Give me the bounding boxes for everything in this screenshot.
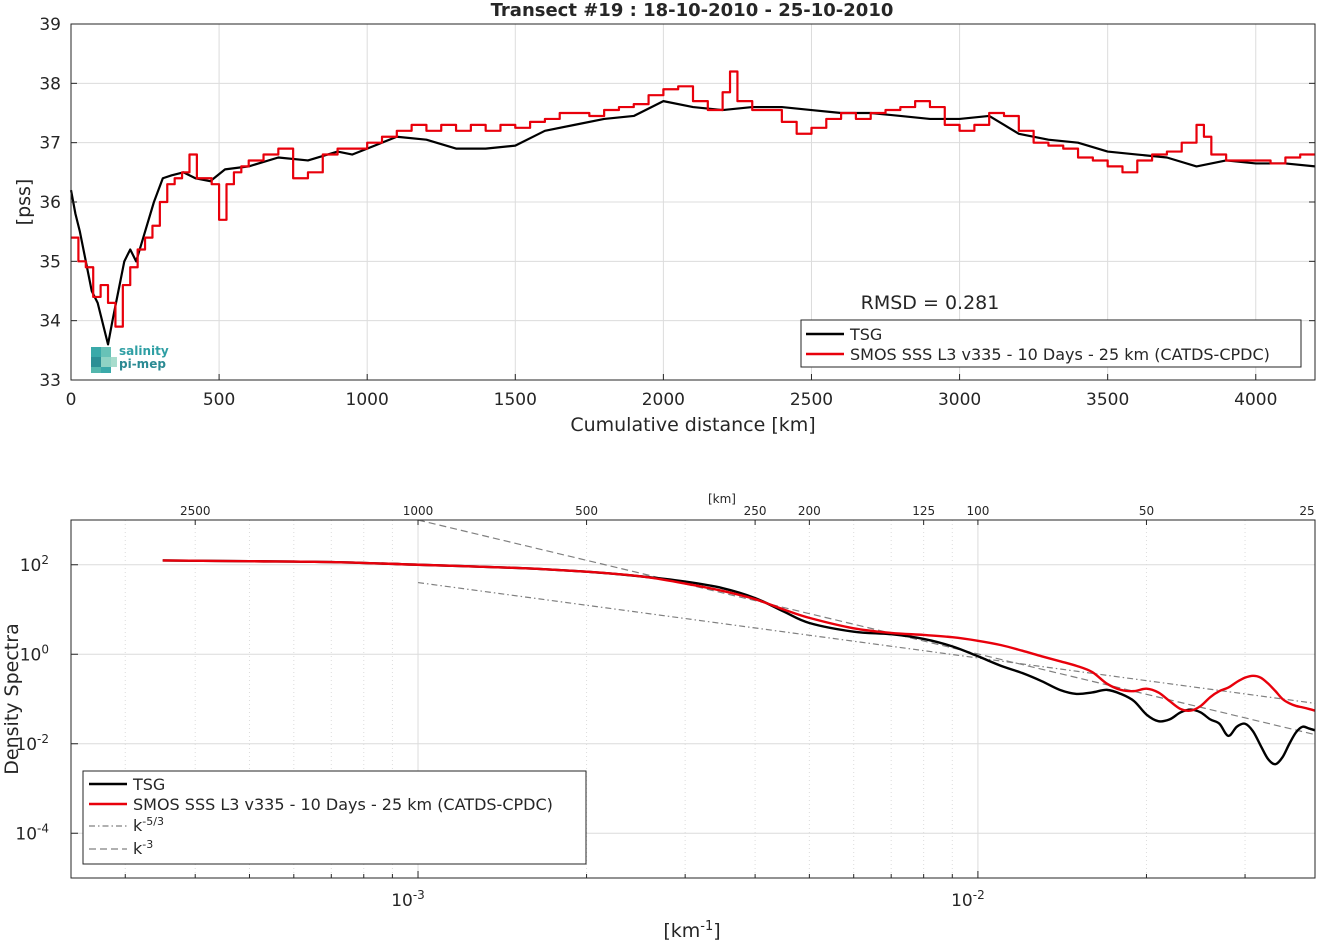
bottom-grid bbox=[71, 520, 1315, 878]
bottom-legend-box bbox=[82, 770, 587, 865]
x-tick-label: 500 bbox=[203, 390, 235, 410]
top-y-axis-label: [pss] bbox=[13, 179, 35, 226]
transect-chart: Transect #19 : 18-10-2010 - 25-10-2010 0… bbox=[13, 0, 1316, 436]
x-tick-label: 2500 bbox=[790, 390, 833, 410]
y-tick-label: 36 bbox=[39, 193, 61, 213]
k53-reference-line bbox=[417, 581, 1316, 704]
bottom-legend: TSG SMOS SSS L3 v335 - 10 Days - 25 km (… bbox=[82, 770, 587, 865]
tsg-series-line bbox=[69, 100, 1316, 346]
legend-tsg-label: TSG bbox=[132, 775, 165, 794]
logo-text-salinity: salinity bbox=[119, 344, 169, 358]
top-axis-tick-label: 125 bbox=[912, 504, 935, 518]
y-tick-label: 100 bbox=[20, 642, 49, 665]
top-axis-tick-label: 100 bbox=[966, 504, 989, 518]
top-axis-tick-label: 1000 bbox=[403, 504, 434, 518]
x-tick-label: 4000 bbox=[1234, 390, 1277, 410]
top-axis-unit-label: [km] bbox=[708, 492, 736, 506]
x-tick-label: 0 bbox=[66, 390, 77, 410]
top-axis-tick-label: 50 bbox=[1139, 504, 1154, 518]
smos-series-line bbox=[71, 70, 1315, 328]
top-x-axis-label: Cumulative distance [km] bbox=[570, 414, 815, 436]
y-tick-label: 33 bbox=[39, 371, 61, 391]
smos-spectrum-line bbox=[162, 559, 1316, 712]
chart-title: Transect #19 : 18-10-2010 - 25-10-2010 bbox=[491, 0, 894, 21]
y-tick-label: 102 bbox=[20, 553, 49, 576]
y-tick-label: 10-4 bbox=[15, 821, 49, 844]
top-ticks: 0 500 1000 1500 2000 2500 3000 3500 4000 33 34 35 36… bbox=[39, 15, 1315, 410]
top-axis-tick-label: 200 bbox=[798, 504, 821, 518]
x-tick-label: 10-3 bbox=[391, 888, 425, 911]
bottom-x-axis-label: [km-1] bbox=[663, 919, 720, 942]
x-tick-label: 2000 bbox=[642, 390, 685, 410]
x-tick-label: 10-2 bbox=[951, 888, 985, 911]
tsg-spectrum-line bbox=[162, 559, 1316, 766]
legend-smos-label: SMOS SSS L3 v335 - 10 Days - 25 km (CATD… bbox=[850, 345, 1270, 364]
bottom-y-axis-label: Density Spectra bbox=[1, 623, 23, 774]
top-legend: TSG SMOS SSS L3 v335 - 10 Days - 25 km (… bbox=[800, 319, 1302, 368]
legend-smos-label: SMOS SSS L3 v335 - 10 Days - 25 km (CATD… bbox=[133, 795, 553, 814]
x-tick-label: 1000 bbox=[346, 390, 389, 410]
pi-mep-logo: salinity pi-mep bbox=[91, 344, 169, 373]
x-tick-label: 3000 bbox=[938, 390, 981, 410]
x-tick-label: 3500 bbox=[1086, 390, 1129, 410]
logo-icon bbox=[91, 347, 117, 373]
bottom-series bbox=[162, 519, 1316, 766]
y-tick-label: 34 bbox=[39, 312, 61, 332]
top-legend-box bbox=[800, 319, 1302, 368]
y-tick-label: 39 bbox=[39, 15, 61, 35]
top-axis-tick-label: 250 bbox=[744, 504, 767, 518]
y-tick-label: 35 bbox=[39, 252, 61, 272]
top-axis-tick-label: 25 bbox=[1299, 504, 1314, 518]
top-axis-tick-label: 2500 bbox=[180, 504, 211, 518]
top-series bbox=[69, 70, 1316, 346]
logo-text-pi-mep: pi-mep bbox=[119, 357, 166, 371]
legend-tsg-label: TSG bbox=[849, 325, 882, 344]
top-axis-tick-label: 500 bbox=[575, 504, 598, 518]
x-tick-label: 1500 bbox=[494, 390, 537, 410]
bottom-plot-frame bbox=[70, 519, 1316, 879]
y-tick-label: 38 bbox=[39, 74, 61, 94]
rmsd-annotation: RMSD = 0.281 bbox=[861, 292, 1000, 314]
y-tick-label: 37 bbox=[39, 134, 61, 154]
